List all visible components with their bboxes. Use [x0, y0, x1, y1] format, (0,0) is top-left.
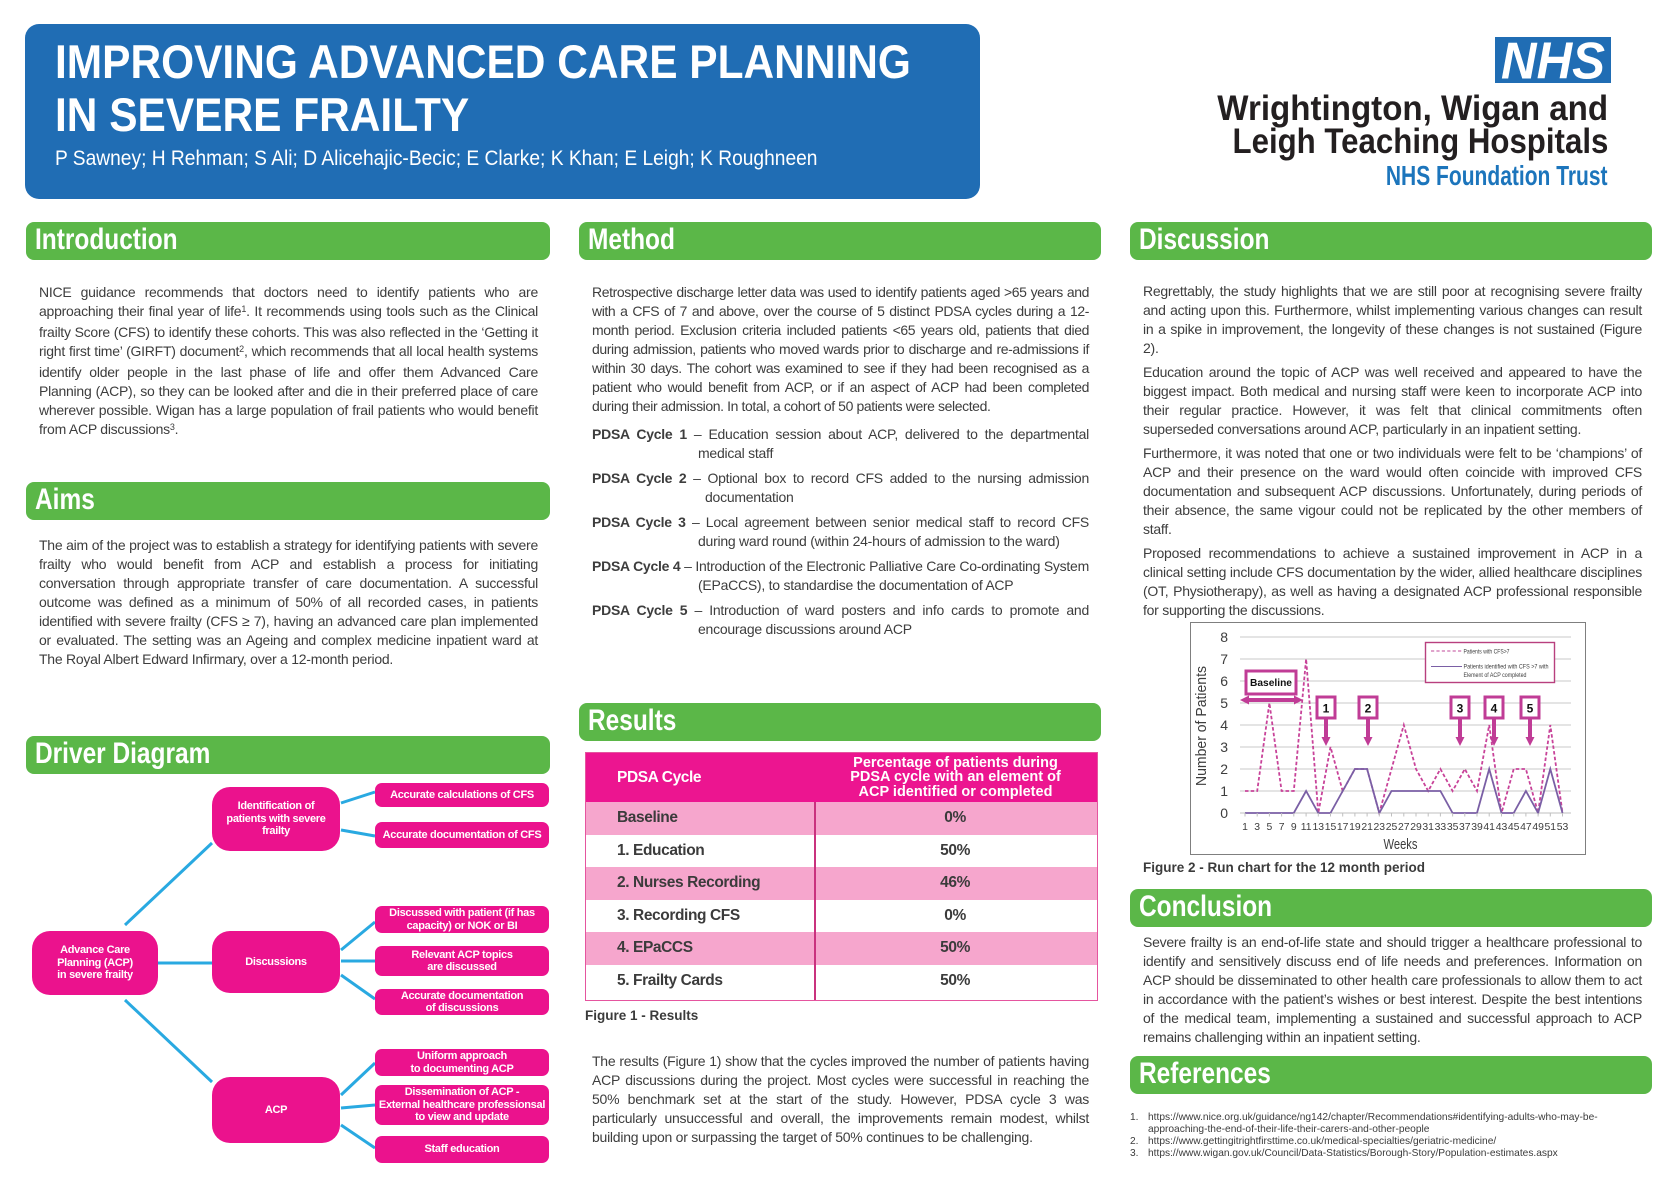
- svg-text:Weeks: Weeks: [1384, 836, 1418, 853]
- svg-text:27: 27: [1398, 822, 1410, 833]
- svg-text:8: 8: [1220, 629, 1228, 645]
- svg-text:5: 5: [1220, 695, 1228, 711]
- svg-text:3: 3: [1254, 822, 1260, 833]
- svg-text:3: 3: [1457, 702, 1464, 716]
- svg-text:Patients identified with CFS >: Patients identified with CFS >7 with: [1464, 664, 1549, 671]
- svg-text:3: 3: [1220, 739, 1228, 755]
- svg-text:21: 21: [1361, 822, 1373, 833]
- svg-text:25: 25: [1386, 822, 1398, 833]
- svg-text:17: 17: [1337, 822, 1349, 833]
- svg-text:53: 53: [1557, 822, 1569, 833]
- svg-text:9: 9: [1291, 822, 1297, 833]
- svg-text:5: 5: [1267, 822, 1273, 833]
- svg-text:4: 4: [1491, 702, 1498, 716]
- svg-text:35: 35: [1447, 822, 1459, 833]
- svg-text:39: 39: [1471, 822, 1483, 833]
- svg-text:31: 31: [1422, 822, 1434, 833]
- svg-text:15: 15: [1325, 822, 1337, 833]
- svg-text:Element of ACP completed: Element of ACP completed: [1464, 672, 1527, 679]
- svg-text:Baseline: Baseline: [1250, 677, 1292, 689]
- svg-text:41: 41: [1483, 822, 1495, 833]
- svg-text:5: 5: [1527, 702, 1534, 716]
- svg-text:Number of Patients: Number of Patients: [1194, 666, 1210, 786]
- svg-text:7: 7: [1220, 651, 1228, 667]
- svg-text:43: 43: [1496, 822, 1508, 833]
- svg-text:7: 7: [1279, 822, 1285, 833]
- svg-text:37: 37: [1459, 822, 1471, 833]
- svg-text:2: 2: [1220, 761, 1228, 777]
- svg-text:6: 6: [1220, 673, 1228, 689]
- svg-text:1: 1: [1220, 783, 1228, 799]
- svg-text:Patients with CFS>7: Patients with CFS>7: [1464, 649, 1510, 656]
- svg-text:47: 47: [1520, 822, 1532, 833]
- svg-text:NHS: NHS: [1501, 37, 1605, 83]
- svg-text:29: 29: [1410, 822, 1422, 833]
- svg-text:45: 45: [1508, 822, 1520, 833]
- svg-text:11: 11: [1301, 822, 1312, 833]
- svg-text:2: 2: [1365, 702, 1372, 716]
- svg-text:33: 33: [1435, 822, 1447, 833]
- svg-text:23: 23: [1374, 822, 1386, 833]
- svg-text:13: 13: [1313, 822, 1325, 833]
- svg-text:1: 1: [1323, 702, 1330, 716]
- svg-text:4: 4: [1220, 717, 1228, 733]
- svg-text:1: 1: [1242, 822, 1248, 833]
- svg-text:19: 19: [1349, 822, 1361, 833]
- svg-text:51: 51: [1545, 822, 1557, 833]
- svg-text:49: 49: [1532, 822, 1544, 833]
- svg-text:0: 0: [1220, 805, 1228, 821]
